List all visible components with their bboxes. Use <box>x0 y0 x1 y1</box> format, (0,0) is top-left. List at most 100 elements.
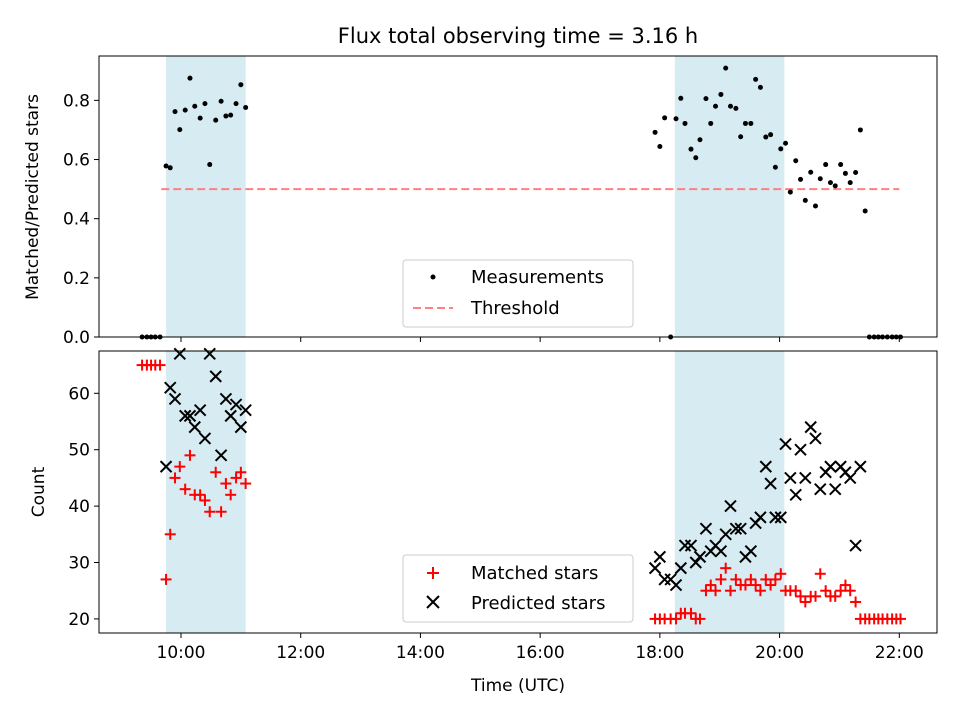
measurement-point <box>197 115 203 121</box>
matched-star-point <box>844 585 856 597</box>
matched-star-point <box>715 573 727 585</box>
predicted-star-point <box>224 409 237 423</box>
y-tick-label: 0.2 <box>63 269 90 289</box>
predicted-star-point <box>724 499 737 513</box>
measurement-point <box>783 140 789 146</box>
measurement-point <box>778 146 784 152</box>
predicted-star-point <box>799 471 812 485</box>
predicted-stars-points <box>159 347 867 592</box>
matched-star-point <box>204 506 216 518</box>
measurement-point <box>182 107 188 113</box>
matched-star-point <box>184 449 196 461</box>
measurement-point <box>727 103 733 109</box>
predicted-star-point <box>754 511 767 524</box>
measurement-point <box>218 98 224 104</box>
predicted-star-point <box>214 449 228 462</box>
y-tick-label: 0.0 <box>63 328 90 348</box>
legend-marker-matched <box>427 567 439 579</box>
top-legend: Measurements Threshold <box>402 259 634 328</box>
matched-star-point <box>154 359 166 371</box>
predicted-star-point <box>744 545 758 558</box>
matched-star-point <box>670 613 682 625</box>
matched-star-point <box>790 585 802 597</box>
matched-star-point <box>235 466 247 478</box>
top-axes-frame <box>98 55 938 338</box>
matched-star-point <box>194 489 206 501</box>
measurement-point <box>768 132 774 138</box>
measurement-point <box>772 164 778 170</box>
measurement-point <box>827 180 833 186</box>
measurement-point <box>243 104 249 110</box>
measurement-point <box>748 120 754 126</box>
chart-title: Flux total observing time = 3.16 h <box>338 24 698 48</box>
matched-star-point <box>894 613 906 625</box>
measurement-point <box>697 137 703 143</box>
measurement-point <box>682 120 688 126</box>
count-panel: 20 30 40 50 60 10:00 12:00 14:00 16:00 18:00 20:0… <box>29 347 938 696</box>
measurement-point <box>723 65 729 71</box>
measurement-point <box>838 162 844 168</box>
matched-star-point <box>745 573 757 585</box>
top-y-axis-label: Matched/Predicted stars <box>23 94 43 300</box>
matched-star-point <box>225 489 237 501</box>
top-legend-box <box>402 259 634 328</box>
y-tick-label: 0.6 <box>63 151 90 171</box>
predicted-star-point <box>719 528 732 541</box>
matched-star-point <box>700 585 712 597</box>
bottom-y-axis-label: Count <box>29 466 49 517</box>
measurement-point <box>842 170 848 176</box>
matched-star-point <box>795 590 807 602</box>
matched-star-point <box>775 568 787 580</box>
bottom-axes-frame <box>98 350 938 634</box>
predicted-star-point <box>684 539 698 552</box>
predicted-star-point <box>234 420 248 434</box>
measurement-point <box>812 203 818 209</box>
matched-star-point <box>820 585 832 597</box>
predicted-star-point <box>809 432 822 445</box>
measurement-point <box>703 96 709 102</box>
matched-star-point <box>829 590 841 602</box>
matched-star-point <box>850 596 862 608</box>
measurement-point <box>823 162 829 168</box>
predicted-star-point <box>814 482 827 496</box>
predicted-star-point <box>734 522 747 535</box>
matched-star-point <box>730 573 742 585</box>
matched-star-point <box>799 596 811 608</box>
measurement-point <box>763 134 769 140</box>
measurement-point <box>207 162 213 168</box>
measurement-point <box>862 208 868 214</box>
bottom-y-ticks: 20 30 40 50 60 <box>68 384 99 630</box>
predicted-star-point <box>729 522 743 535</box>
predicted-star-point <box>209 370 222 383</box>
matched-star-point <box>179 483 191 495</box>
matched-star-point <box>220 478 232 490</box>
measurement-point <box>853 170 859 176</box>
predicted-star-point <box>178 409 192 423</box>
predicted-star-point <box>159 460 173 473</box>
matched-star-point <box>169 472 181 484</box>
measurement-point <box>733 105 739 111</box>
predicted-star-point <box>693 550 707 564</box>
measurement-point <box>802 197 808 203</box>
measurement-point <box>177 127 183 133</box>
measurement-point <box>693 155 699 161</box>
x-tick-label: 14:00 <box>396 643 445 663</box>
measurement-point <box>753 76 759 82</box>
x-tick-label: 20:00 <box>755 643 804 663</box>
measurement-point <box>657 144 663 150</box>
predicted-star-point <box>674 561 688 575</box>
matched-star-point <box>160 573 172 585</box>
bottom-legend: Matched stars Predicted stars <box>402 554 634 623</box>
measurement-point <box>187 75 193 81</box>
predicted-star-point <box>784 471 797 485</box>
ratio-panel: 0.00.20.40.60.8 Matched/Predicted stars … <box>23 55 938 348</box>
matched-star-point <box>739 579 751 591</box>
top-y-ticks: 0.0 0.2 0.4 0.6 0.8 <box>63 91 99 348</box>
predicted-star-point <box>648 561 662 575</box>
y-tick-label: 0.8 <box>63 91 90 111</box>
observing-band <box>166 56 246 337</box>
matched-star-point <box>710 585 722 597</box>
predicted-star-point <box>699 522 713 535</box>
predicted-star-point <box>229 398 243 411</box>
predicted-star-point <box>203 347 216 361</box>
